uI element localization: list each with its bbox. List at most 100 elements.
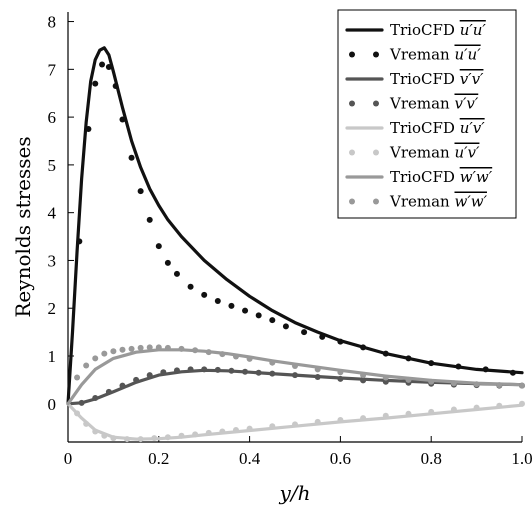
series-point xyxy=(146,372,153,379)
series-point xyxy=(269,423,276,430)
series-point xyxy=(173,367,180,374)
series-point xyxy=(201,291,208,298)
series-point xyxy=(85,126,92,133)
series-point xyxy=(155,243,162,250)
series-point xyxy=(92,355,99,362)
series-point xyxy=(337,369,344,376)
series-point xyxy=(232,353,239,360)
series-point xyxy=(292,363,298,370)
y-tick-label: 3 xyxy=(48,251,57,270)
series-point xyxy=(269,317,276,324)
series-point xyxy=(282,323,289,330)
legend: TrioCFD u′u′Vreman u′u′TrioCFD v′v′Vrema… xyxy=(337,9,517,219)
legend-label-quantity: u′v′ xyxy=(460,119,486,137)
legend-label-quantity: w′w′ xyxy=(460,168,493,186)
legend-dot-swatch xyxy=(373,51,379,58)
series-point xyxy=(146,344,153,351)
legend-label: Vreman u′u′ xyxy=(389,46,481,64)
legend-label-source: Vreman xyxy=(389,46,454,64)
series-point xyxy=(314,374,321,381)
legend-label-source: TrioCFD xyxy=(390,168,460,186)
series-point xyxy=(214,298,221,305)
series-point xyxy=(137,188,144,195)
series-point xyxy=(201,366,208,373)
series-point xyxy=(137,436,144,443)
series-point xyxy=(405,355,412,362)
legend-dot-swatch xyxy=(373,149,379,156)
series-point xyxy=(428,378,435,385)
series-point xyxy=(255,312,262,319)
legend-dot-swatch xyxy=(349,149,355,156)
series-point xyxy=(187,366,194,373)
series-point xyxy=(110,435,117,442)
legend-label-quantity: w′w′ xyxy=(454,193,487,211)
series-point xyxy=(473,404,480,411)
legend-label-source: Vreman xyxy=(389,95,454,113)
series-point xyxy=(74,410,81,417)
series-point xyxy=(255,369,262,376)
series-point xyxy=(219,351,226,358)
series-point xyxy=(151,435,158,442)
series-point xyxy=(119,346,126,353)
series-point xyxy=(337,375,344,382)
series-point xyxy=(112,83,119,90)
series-point xyxy=(509,369,516,376)
series-point xyxy=(101,350,108,357)
legend-label: Vreman v′v′ xyxy=(389,95,479,113)
x-ticks: 0 0.2 0.4 0.6 0.8 1.0 xyxy=(64,436,532,468)
series-point xyxy=(146,216,153,223)
series-point xyxy=(455,363,462,370)
series-point xyxy=(128,345,135,352)
series-point xyxy=(119,382,126,389)
series-point xyxy=(133,376,140,383)
series-point xyxy=(205,429,212,436)
legend-label-source: TrioCFD xyxy=(390,119,460,137)
series-point xyxy=(164,259,171,266)
y-tick-label: 4 xyxy=(48,204,57,223)
legend-label: TrioCFD w′w′ xyxy=(390,168,493,186)
series-point xyxy=(473,381,480,388)
series-line xyxy=(66,402,524,441)
series-point xyxy=(164,434,171,441)
series-point xyxy=(92,395,99,402)
series-point xyxy=(219,428,226,435)
legend-dot-swatch xyxy=(349,51,355,58)
series-point xyxy=(428,408,435,415)
series-point xyxy=(360,344,367,351)
x-tick-label: 0.2 xyxy=(148,449,169,468)
series-point xyxy=(360,372,367,379)
series-layer xyxy=(66,46,525,443)
series-point xyxy=(319,333,326,340)
series-point xyxy=(92,428,99,435)
legend-label-quantity: v′v′ xyxy=(454,95,478,113)
series-point xyxy=(428,360,435,367)
series-point xyxy=(187,283,194,290)
series-line xyxy=(66,348,524,406)
x-tick-label: 0.6 xyxy=(330,449,351,468)
series-point xyxy=(124,436,131,443)
series-point xyxy=(246,355,253,362)
x-tick-label: 0.4 xyxy=(239,449,261,468)
legend-dot-swatch xyxy=(349,100,355,107)
x-tick-label: 0.8 xyxy=(421,449,442,468)
series-point xyxy=(242,368,249,375)
series-point xyxy=(360,415,367,422)
series-point xyxy=(337,417,344,424)
series-point xyxy=(337,338,344,345)
y-tick-label: 5 xyxy=(48,156,57,175)
x-axis-label: y/h xyxy=(279,481,311,505)
x-tick-label: 1.0 xyxy=(511,449,532,468)
legend-label: TrioCFD u′v′ xyxy=(390,119,485,137)
series-point xyxy=(292,421,298,428)
series-point xyxy=(128,154,135,161)
axes xyxy=(67,12,522,443)
series-point xyxy=(105,63,112,70)
series-point xyxy=(405,410,412,417)
series-point xyxy=(519,382,525,389)
series-point xyxy=(164,344,171,351)
legend-label-source: Vreman xyxy=(389,144,454,162)
series-point xyxy=(292,372,298,379)
series-point xyxy=(74,374,81,381)
legend-label: Vreman u′v′ xyxy=(389,144,480,162)
